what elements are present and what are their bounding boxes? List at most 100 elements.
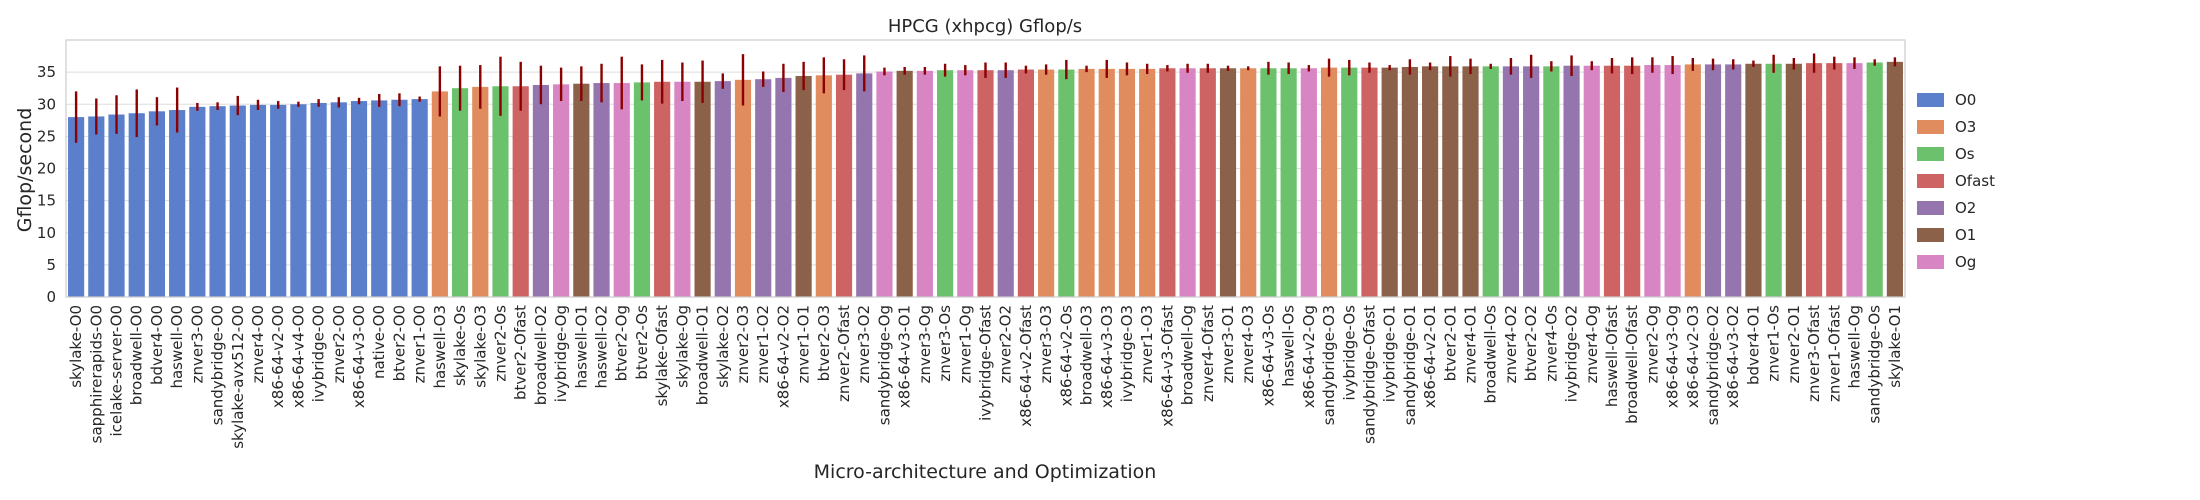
bar-x86-64-v2-O1 bbox=[1422, 66, 1439, 297]
x-tick-label: ivybridge-O1 bbox=[1381, 305, 1399, 402]
x-tick-label: skylake-O2 bbox=[714, 305, 732, 388]
x-tick-label: broadwell-Os bbox=[1482, 305, 1500, 404]
x-tick-label: btver2-Og bbox=[613, 305, 631, 381]
x-tick-label: bdver4-O1 bbox=[1744, 305, 1762, 385]
x-tick-label: bdver4-O0 bbox=[148, 305, 166, 385]
bar-znver1-O2 bbox=[755, 79, 772, 297]
bar-ivybridge-O3 bbox=[1118, 68, 1136, 297]
bar-broadwell-O1 bbox=[694, 81, 711, 297]
x-tick-label: sandybridge-O3 bbox=[1320, 305, 1338, 425]
x-tick-label: znver3-O1 bbox=[1219, 305, 1237, 383]
x-tick-label: x86-64-v2-O1 bbox=[1421, 305, 1439, 408]
bar-znver1-Ofast bbox=[1826, 63, 1843, 297]
plot-frame bbox=[65, 39, 1906, 298]
bar-broadwell-O2 bbox=[532, 84, 549, 297]
x-tick-label: skylake-Og bbox=[673, 305, 691, 388]
bar-skylake-O2 bbox=[714, 81, 731, 298]
x-tick-label: ivybridge-Ofast bbox=[977, 305, 995, 421]
bar-btver2-Og bbox=[613, 83, 630, 297]
x-tick-label: sapphirerapids-O0 bbox=[87, 305, 105, 443]
bar-x86-64-v2-O3 bbox=[1684, 64, 1701, 297]
bar-sapphirerapids-O0 bbox=[88, 116, 105, 298]
x-tick-label: znver3-O0 bbox=[188, 305, 206, 383]
legend-swatch-O2 bbox=[1917, 201, 1944, 215]
x-tick-label: znver3-Og bbox=[916, 305, 934, 383]
x-tick-label: x86-64-v4-O0 bbox=[289, 305, 307, 408]
x-tick-label: btver2-O0 bbox=[390, 305, 408, 381]
x-tick-label: znver4-O1 bbox=[1462, 305, 1480, 383]
x-tick-label: sandybridge-O0 bbox=[209, 305, 227, 425]
bar-znver4-Os bbox=[1543, 66, 1560, 297]
legend-label-Os: Os bbox=[1955, 145, 1975, 163]
x-tick-label: skylake-O1 bbox=[1886, 305, 1904, 388]
x-tick-label: icelake-server-O0 bbox=[108, 305, 126, 437]
x-tick-label: sandybridge-Ofast bbox=[1360, 305, 1378, 444]
bar-haswell-O0 bbox=[169, 110, 186, 297]
bar-x86-64-v2-O2 bbox=[775, 77, 792, 297]
x-tick-label: znver3-O2 bbox=[855, 305, 873, 383]
x-tick-label: x86-64-v2-O3 bbox=[1684, 305, 1702, 408]
bar-znver1-O1 bbox=[795, 75, 812, 297]
y-tick-label: 15 bbox=[37, 192, 56, 210]
x-tick-label: ivybridge-O3 bbox=[1118, 305, 1136, 402]
bar-btver2-O0 bbox=[391, 99, 408, 297]
bar-skylake-O1 bbox=[1886, 61, 1903, 297]
bar-x86-64-v2-Os bbox=[1058, 69, 1075, 298]
bar-x86-64-v3-O0 bbox=[350, 101, 368, 297]
legend-label-O3: O3 bbox=[1955, 118, 1976, 136]
bar-broadwell-O3 bbox=[1078, 68, 1095, 297]
bar-znver1-O0 bbox=[411, 99, 428, 297]
bar-icelake-server-O0 bbox=[108, 114, 125, 297]
x-tick-label: ivybridge-Og bbox=[552, 305, 570, 402]
bar-sandybridge-Ofast bbox=[1361, 67, 1378, 297]
y-tick-label: 35 bbox=[37, 63, 56, 81]
bar-btver2-O2 bbox=[1523, 66, 1540, 297]
bar-btver2-O3 bbox=[815, 75, 832, 298]
bar-znver3-Os bbox=[936, 70, 954, 297]
y-axis-title: Gflop/second bbox=[14, 108, 36, 233]
x-tick-label: znver4-O3 bbox=[1239, 305, 1257, 383]
x-tick-label: btver2-Os bbox=[633, 305, 651, 380]
x-tick-label: broadwell-O0 bbox=[128, 305, 146, 405]
bar-znver2-Os bbox=[492, 86, 509, 297]
bar-znver2-Ofast bbox=[835, 74, 853, 297]
x-tick-label: haswell-Og bbox=[1845, 305, 1863, 389]
x-tick-label: btver2-O3 bbox=[815, 305, 833, 381]
bar-znver1-Os bbox=[1765, 63, 1782, 298]
bar-sandybridge-Og bbox=[876, 71, 893, 297]
legend-swatch-Ofast bbox=[1917, 174, 1944, 188]
bar-bdver4-O1 bbox=[1745, 63, 1762, 298]
x-tick-label: skylake-avx512-O0 bbox=[229, 305, 247, 449]
x-tick-label: znver1-O1 bbox=[795, 305, 813, 383]
y-tick-label: 30 bbox=[37, 95, 56, 113]
x-tick-label: x86-64-v2-Og bbox=[1300, 305, 1318, 408]
bar-znver3-O2 bbox=[856, 73, 873, 297]
bar-ivybridge-O2 bbox=[1563, 65, 1580, 297]
bar-haswell-O1 bbox=[573, 83, 590, 297]
legend-label-O2: O2 bbox=[1955, 199, 1976, 217]
bar-sandybridge-Os bbox=[1866, 62, 1883, 297]
legend-label-O0: O0 bbox=[1955, 91, 1976, 109]
bar-ivybridge-O0 bbox=[310, 102, 327, 297]
legend-swatch-O1 bbox=[1917, 228, 1944, 242]
x-tick-label: znver1-O2 bbox=[754, 305, 772, 383]
x-tick-label: znver1-Og bbox=[956, 305, 974, 383]
bar-native-O0 bbox=[371, 100, 388, 298]
bar-znver3-O3 bbox=[1038, 69, 1055, 298]
x-tick-label: broadwell-O3 bbox=[1078, 305, 1096, 405]
bar-skylake-Ofast bbox=[654, 81, 671, 297]
x-tick-label: x86-64-v2-O0 bbox=[269, 305, 287, 408]
x-tick-label: znver2-Og bbox=[1643, 305, 1661, 383]
bar-znver1-Og bbox=[957, 70, 974, 297]
x-tick-label: znver1-Ofast bbox=[1825, 305, 1843, 402]
x-tick-label: ivybridge-O0 bbox=[310, 305, 328, 402]
bar-sandybridge-O2 bbox=[1704, 64, 1722, 297]
bar-znver1-O3 bbox=[1139, 68, 1156, 297]
x-tick-label: btver2-O2 bbox=[1522, 305, 1540, 381]
x-tick-label: znver1-Os bbox=[1765, 305, 1783, 382]
y-tick-label: 20 bbox=[37, 160, 56, 178]
x-tick-label: znver2-O2 bbox=[997, 305, 1015, 383]
bar-znver2-O3 bbox=[734, 79, 752, 298]
x-tick-label: broadwell-O2 bbox=[532, 305, 550, 405]
x-tick-label: x86-64-v3-O2 bbox=[1724, 305, 1742, 408]
